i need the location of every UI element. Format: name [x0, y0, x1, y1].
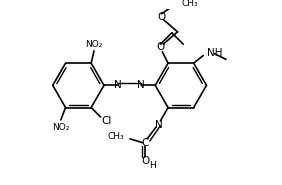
Text: H: H	[149, 161, 156, 170]
Text: N: N	[155, 120, 162, 130]
Text: CH₃: CH₃	[108, 132, 124, 142]
Text: O: O	[156, 42, 165, 52]
Text: O: O	[141, 156, 149, 166]
Text: NO₂: NO₂	[52, 123, 69, 132]
Text: NH: NH	[207, 48, 222, 58]
Text: N: N	[137, 80, 145, 90]
Text: C: C	[142, 138, 149, 148]
Text: Cl: Cl	[101, 116, 112, 126]
Text: N: N	[114, 80, 122, 90]
Text: NO₂: NO₂	[85, 40, 103, 49]
Text: CH₃: CH₃	[181, 0, 198, 8]
Text: O: O	[157, 12, 166, 22]
